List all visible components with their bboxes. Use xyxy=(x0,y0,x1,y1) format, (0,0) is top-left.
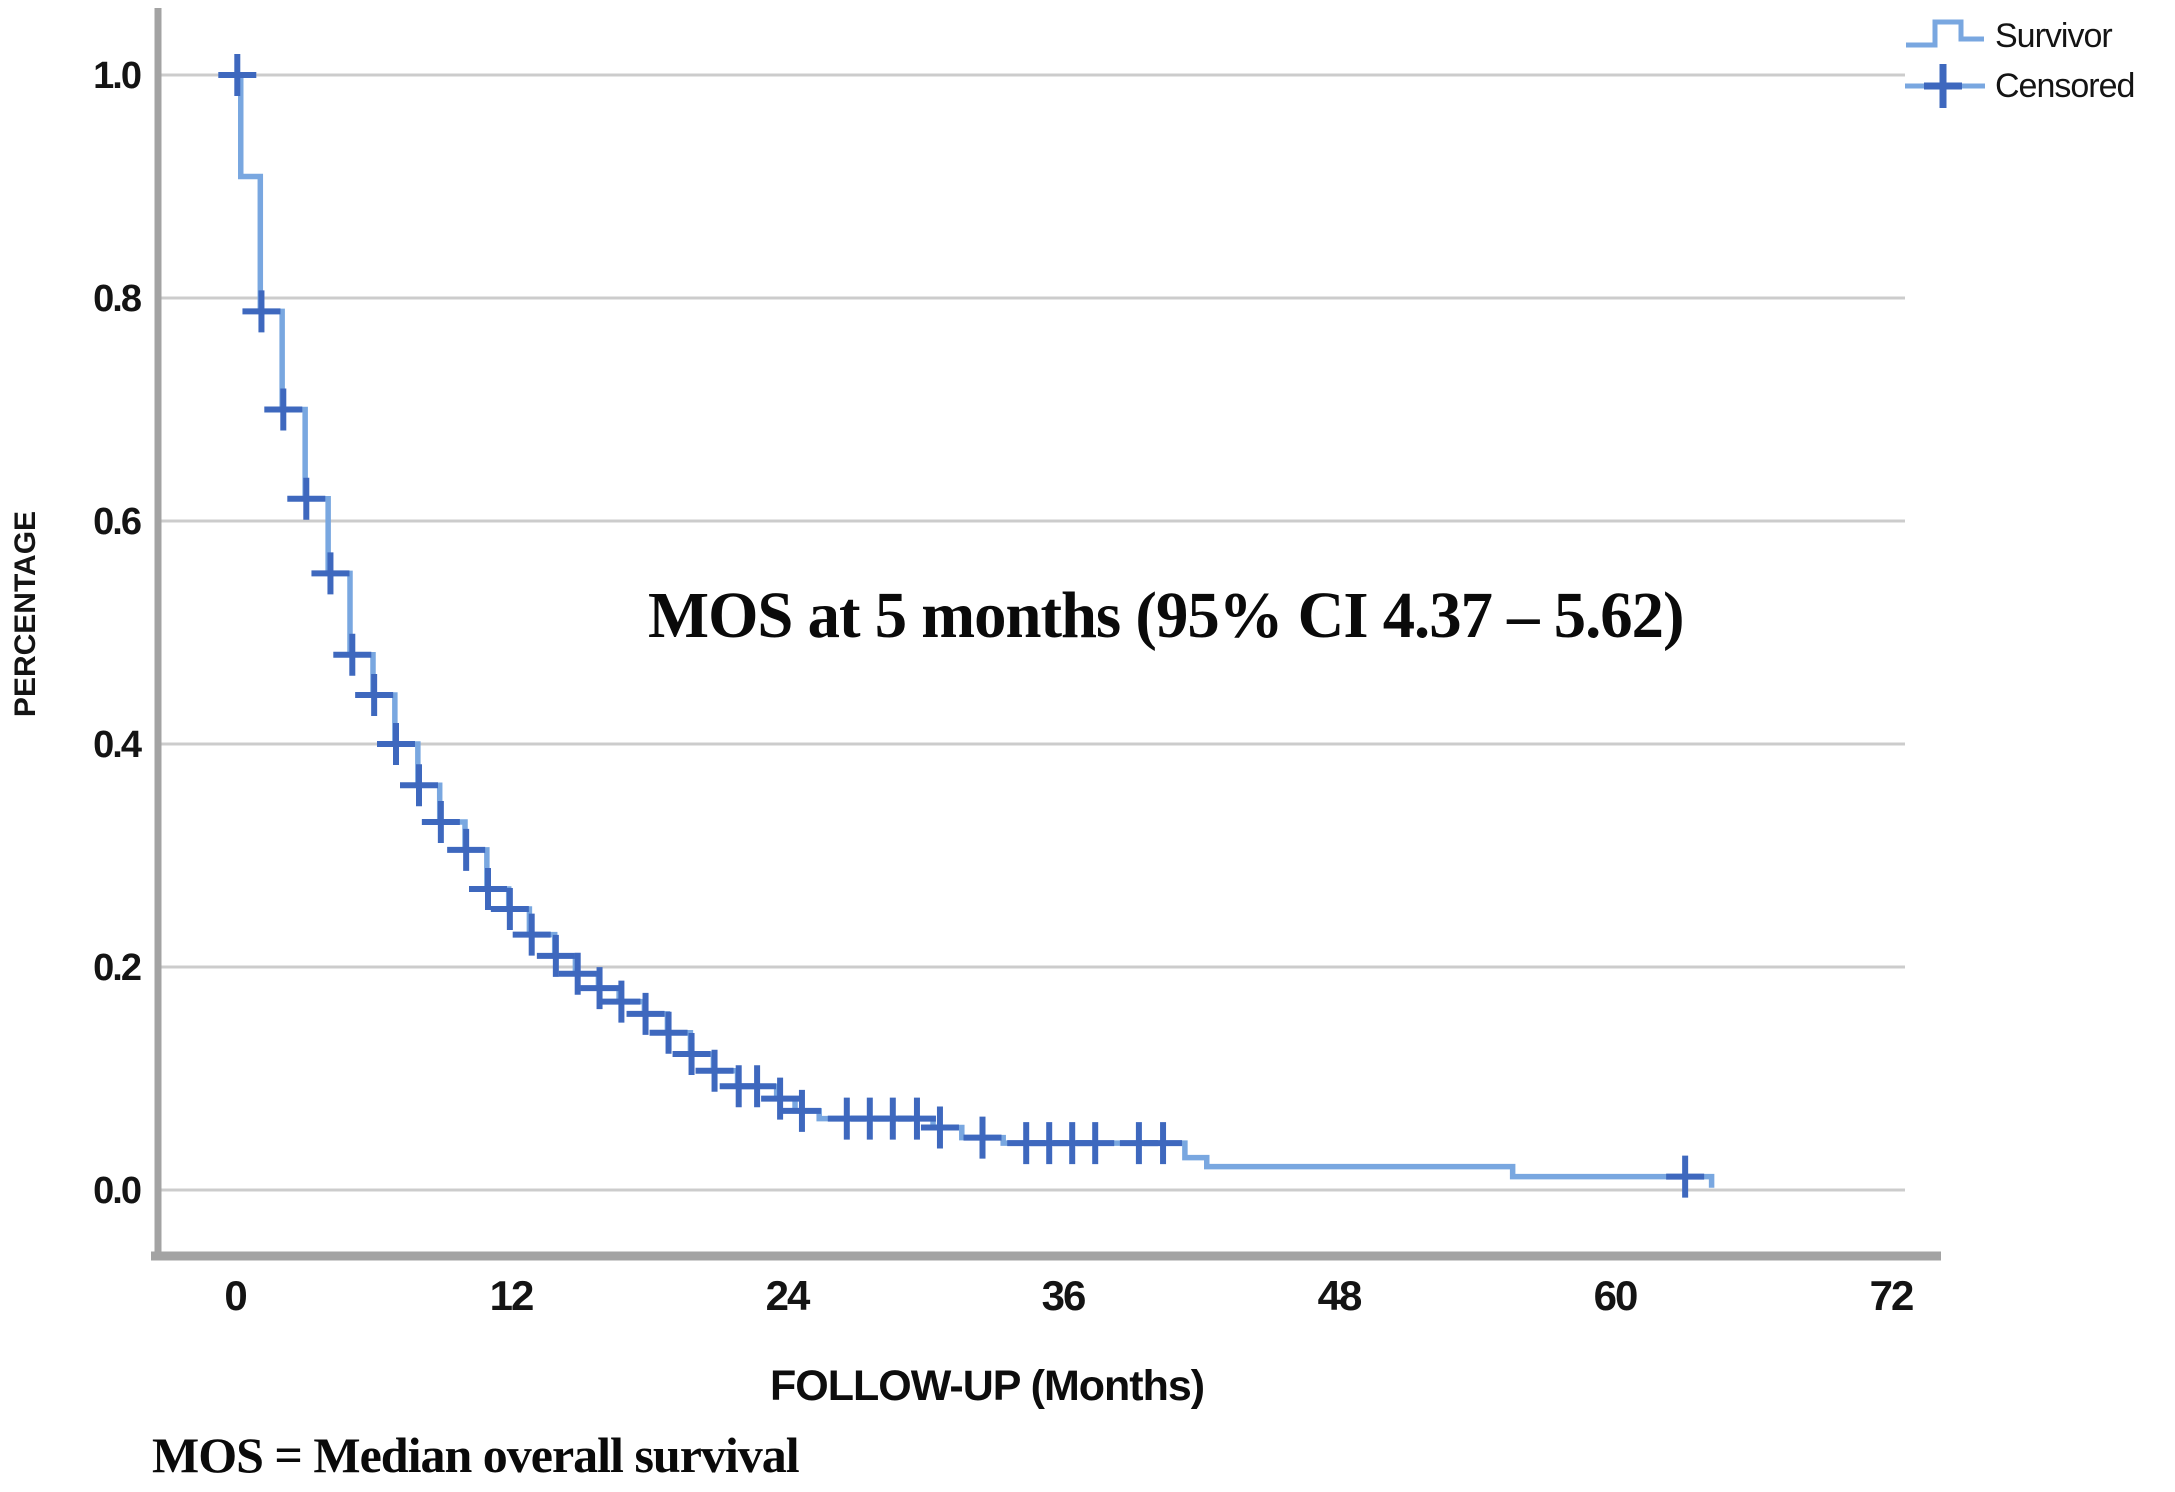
censor-mark xyxy=(920,1106,959,1149)
x-tick-label: 0 xyxy=(224,1272,246,1319)
censor-mark xyxy=(421,801,460,844)
censor-mark xyxy=(264,388,303,431)
censor-mark xyxy=(218,54,257,96)
y-tick-label: 0.6 xyxy=(93,501,141,543)
censor-mark xyxy=(400,764,438,807)
x-axis-title: FOLLOW-UP (Months) xyxy=(770,1362,1205,1410)
y-tick-label: 1.0 xyxy=(93,55,141,97)
y-tick-label: 0.4 xyxy=(93,724,142,766)
censor-mark xyxy=(738,1065,777,1108)
censor-mark xyxy=(333,633,372,676)
y-tick-label: 0.8 xyxy=(93,278,141,320)
mos-footnote: MOS = Median overall survival xyxy=(152,1427,800,1483)
censor-mark xyxy=(311,552,350,595)
censor-mark xyxy=(580,967,619,1010)
censor-mark xyxy=(287,477,326,520)
censored-plus-icon xyxy=(1905,64,1985,108)
y-tick-label: 0.0 xyxy=(93,1170,141,1212)
legend-label-censored: Censored xyxy=(1995,66,2135,105)
censor-mark xyxy=(1144,1122,1183,1165)
survivor-step-icon xyxy=(1906,19,1984,48)
y-axis-title: PERCENTAGE xyxy=(9,510,42,718)
censor-mark xyxy=(490,888,529,931)
censor-mark xyxy=(558,952,597,995)
censor-mark xyxy=(377,723,415,765)
censor-mark xyxy=(1666,1155,1705,1198)
x-tick-label: 48 xyxy=(1318,1272,1362,1319)
legend-item-censored: Censored xyxy=(1903,62,2135,110)
censor-mark xyxy=(469,867,507,910)
legend-label-survivor: Survivor xyxy=(1995,16,2113,55)
censor-mark xyxy=(672,1032,711,1075)
x-tick-label: 36 xyxy=(1042,1272,1085,1319)
mos-annotation: MOS at 5 months (95% CI 4.37 – 5.62) xyxy=(648,579,1685,652)
censor-mark xyxy=(512,913,551,956)
censor-mark xyxy=(602,980,641,1023)
chart-legend: Survivor Censored xyxy=(1903,12,2135,110)
censor-mark xyxy=(242,290,281,333)
censor-mark xyxy=(761,1077,800,1120)
x-tick-label: 60 xyxy=(1594,1272,1637,1319)
censor-mark xyxy=(536,934,575,977)
x-tick-label: 24 xyxy=(766,1272,811,1319)
censor-mark xyxy=(626,992,665,1035)
censor-mark xyxy=(897,1097,936,1140)
y-tick-label: 0.2 xyxy=(93,947,141,989)
censor-mark xyxy=(1076,1122,1115,1165)
x-tick-label: 12 xyxy=(490,1272,533,1319)
censor-mark xyxy=(447,828,486,871)
x-tick-label: 72 xyxy=(1870,1272,1913,1319)
censor-mark xyxy=(782,1089,821,1132)
legend-item-survivor: Survivor xyxy=(1903,12,2134,60)
censor-mark xyxy=(355,673,394,716)
censor-mark xyxy=(649,1011,688,1054)
censor-mark xyxy=(963,1116,1002,1159)
censor-mark xyxy=(695,1049,734,1092)
